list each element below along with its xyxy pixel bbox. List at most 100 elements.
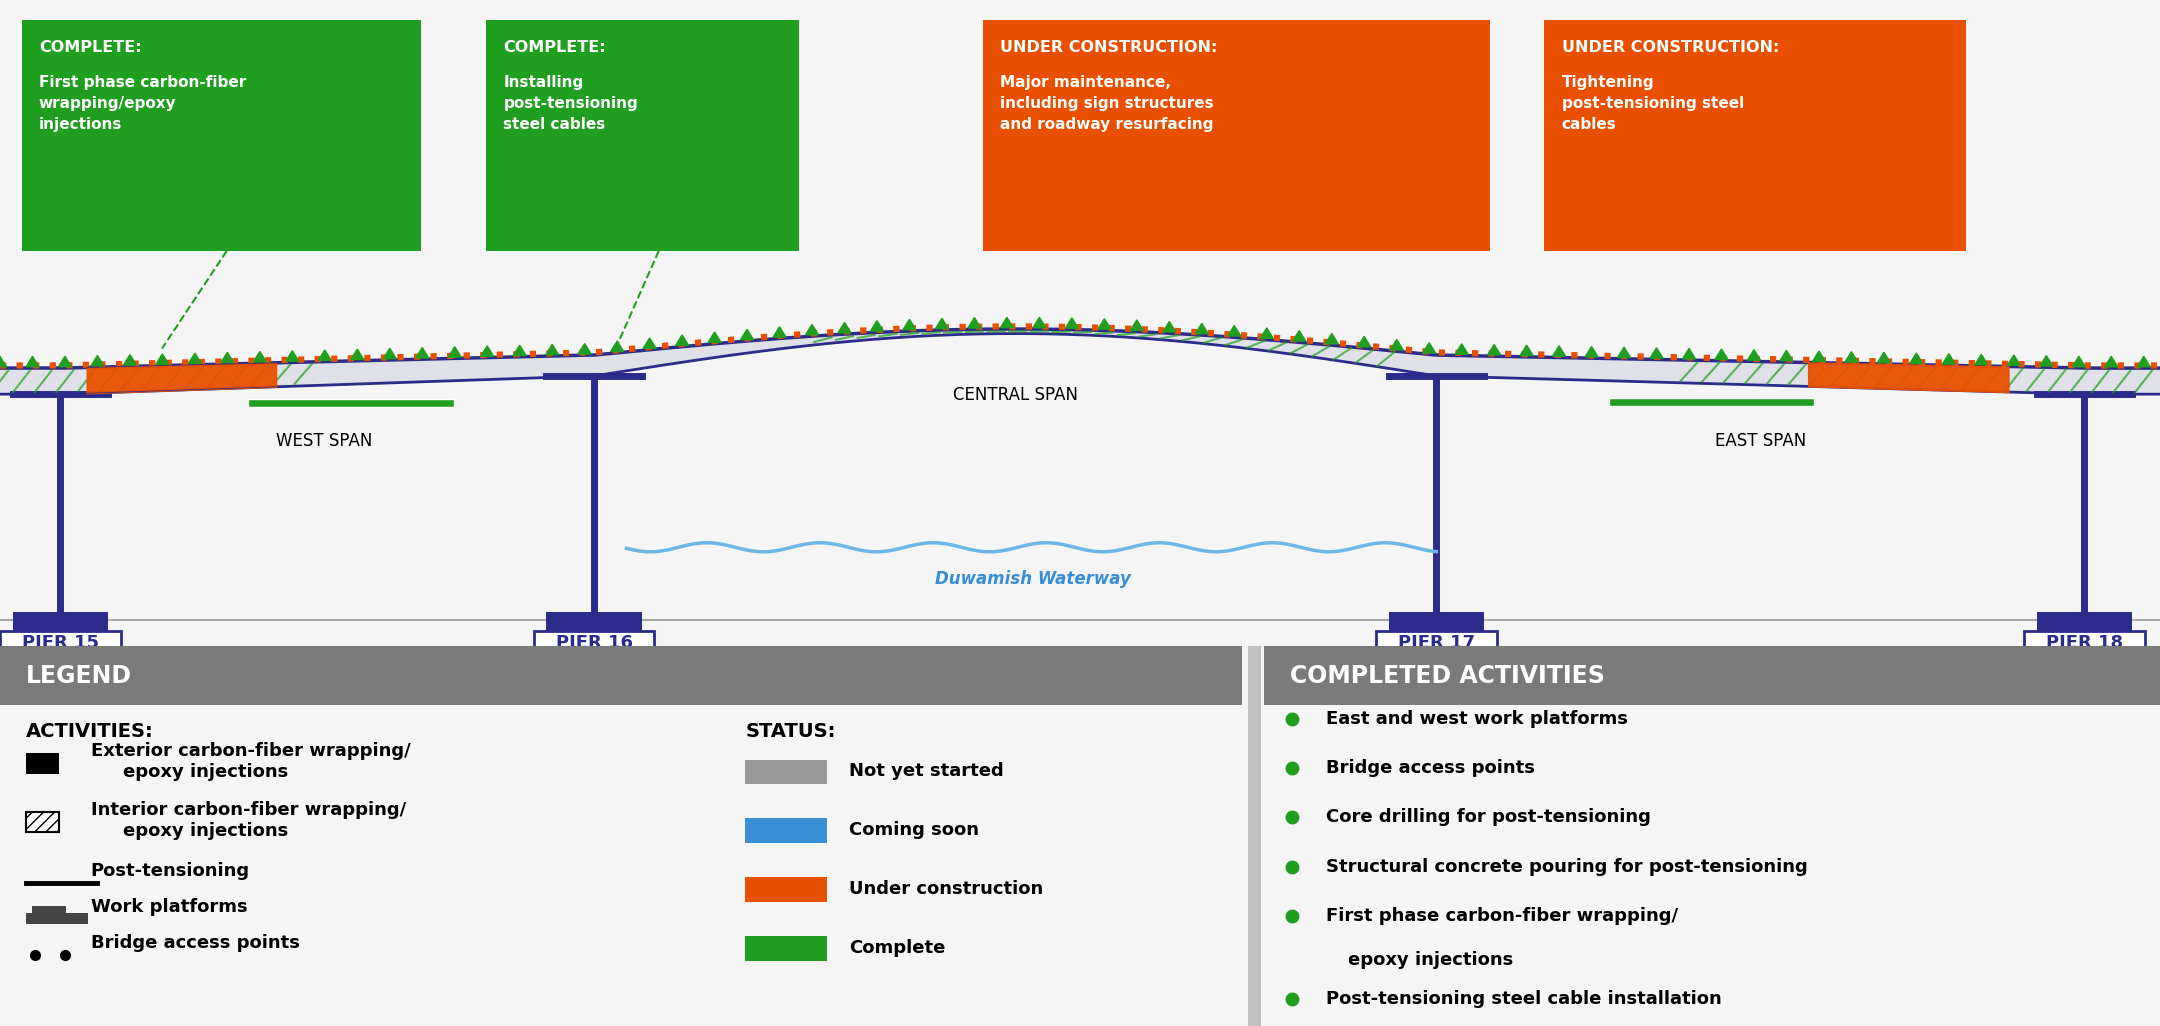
Text: Structural concrete pouring for post-tensioning: Structural concrete pouring for post-ten… <box>1326 858 1808 875</box>
Bar <box>26 812 58 832</box>
Polygon shape <box>1000 317 1013 327</box>
Polygon shape <box>1065 318 1078 328</box>
Text: Bridge access points: Bridge access points <box>91 934 300 952</box>
Polygon shape <box>1097 319 1110 329</box>
Bar <box>1389 613 1484 633</box>
Polygon shape <box>1942 354 1955 364</box>
Text: First phase carbon-fiber
wrapping/epoxy
injections: First phase carbon-fiber wrapping/epoxy … <box>39 75 246 132</box>
Bar <box>0 646 1242 705</box>
Polygon shape <box>1294 330 1307 341</box>
Polygon shape <box>1812 351 1825 361</box>
Text: ACTIVITIES:: ACTIVITIES: <box>26 722 153 742</box>
Text: STATUS:: STATUS: <box>745 722 836 742</box>
Text: epoxy injections: epoxy injections <box>1348 950 1514 969</box>
Polygon shape <box>350 349 363 359</box>
Text: Not yet started: Not yet started <box>849 762 1004 781</box>
Text: CENTRAL SPAN: CENTRAL SPAN <box>953 386 1078 404</box>
Polygon shape <box>2071 356 2084 366</box>
Polygon shape <box>1553 346 1566 356</box>
Text: Exterior carbon-fiber wrapping/: Exterior carbon-fiber wrapping/ <box>91 742 410 760</box>
Polygon shape <box>2007 355 2020 365</box>
Polygon shape <box>1683 349 1696 359</box>
Polygon shape <box>2136 356 2149 367</box>
Polygon shape <box>870 321 883 331</box>
Polygon shape <box>644 338 657 349</box>
Polygon shape <box>1845 352 1858 362</box>
Polygon shape <box>968 318 981 328</box>
Polygon shape <box>1194 323 1207 333</box>
Polygon shape <box>26 356 39 367</box>
Text: Under construction: Under construction <box>849 880 1043 898</box>
Text: Interior carbon-fiber wrapping/: Interior carbon-fiber wrapping/ <box>91 801 406 819</box>
Polygon shape <box>2104 356 2117 367</box>
Bar <box>2037 613 2132 633</box>
Bar <box>1376 631 1497 647</box>
Polygon shape <box>1585 347 1598 357</box>
Bar <box>1264 646 2160 705</box>
Text: Post-tensioning: Post-tensioning <box>91 862 251 880</box>
Text: Work platforms: Work platforms <box>91 898 248 916</box>
Bar <box>0 631 121 647</box>
Polygon shape <box>58 356 71 366</box>
Polygon shape <box>91 355 104 366</box>
Text: PIER 15: PIER 15 <box>22 633 99 652</box>
Polygon shape <box>579 344 592 354</box>
Polygon shape <box>1032 317 1045 328</box>
Polygon shape <box>1650 348 1663 358</box>
Polygon shape <box>1456 344 1469 354</box>
Bar <box>1544 19 1966 250</box>
Bar <box>1248 646 1261 1026</box>
Bar <box>745 819 827 843</box>
Polygon shape <box>156 354 168 364</box>
Text: PIER 18: PIER 18 <box>2046 633 2123 652</box>
Bar <box>248 398 454 407</box>
Text: PIER 17: PIER 17 <box>1398 633 1475 652</box>
Polygon shape <box>1162 321 1175 331</box>
Polygon shape <box>1359 337 1372 347</box>
Polygon shape <box>1521 345 1534 356</box>
Polygon shape <box>611 341 624 352</box>
Polygon shape <box>1130 320 1143 330</box>
Polygon shape <box>382 349 395 359</box>
Polygon shape <box>1391 340 1404 350</box>
Text: Coming soon: Coming soon <box>849 821 978 839</box>
Polygon shape <box>806 324 819 334</box>
Text: UNDER CONSTRUCTION:: UNDER CONSTRUCTION: <box>1000 40 1218 55</box>
Bar <box>26 913 89 923</box>
Polygon shape <box>903 319 916 329</box>
Polygon shape <box>1259 328 1272 339</box>
Polygon shape <box>285 351 298 361</box>
Polygon shape <box>415 348 428 358</box>
Text: First phase carbon-fiber wrapping/: First phase carbon-fiber wrapping/ <box>1326 907 1678 924</box>
Polygon shape <box>1780 351 1793 361</box>
Polygon shape <box>253 352 266 362</box>
Polygon shape <box>1488 345 1501 355</box>
Text: WEST SPAN: WEST SPAN <box>276 432 372 449</box>
Text: Duwamish Waterway: Duwamish Waterway <box>935 570 1130 588</box>
Bar <box>2024 631 2145 647</box>
Polygon shape <box>546 345 559 355</box>
Polygon shape <box>1326 333 1339 344</box>
Text: UNDER CONSTRUCTION:: UNDER CONSTRUCTION: <box>1562 40 1780 55</box>
Bar <box>745 877 827 902</box>
Text: East and west work platforms: East and west work platforms <box>1326 710 1629 727</box>
Polygon shape <box>514 345 527 356</box>
Polygon shape <box>482 346 495 356</box>
Polygon shape <box>676 334 689 346</box>
Text: Complete: Complete <box>849 939 946 957</box>
Polygon shape <box>1618 347 1631 357</box>
Text: LEGEND: LEGEND <box>26 664 132 688</box>
Polygon shape <box>1909 353 1922 363</box>
Polygon shape <box>318 350 330 360</box>
Polygon shape <box>1423 343 1436 353</box>
Polygon shape <box>935 318 948 328</box>
Polygon shape <box>0 356 6 367</box>
Bar <box>1609 398 1814 406</box>
Polygon shape <box>741 329 754 340</box>
Text: epoxy injections: epoxy injections <box>123 763 289 781</box>
Bar <box>32 906 65 913</box>
Bar <box>13 613 108 633</box>
Text: PIER 16: PIER 16 <box>555 633 633 652</box>
Text: COMPLETE:: COMPLETE: <box>503 40 607 55</box>
Polygon shape <box>123 355 136 365</box>
